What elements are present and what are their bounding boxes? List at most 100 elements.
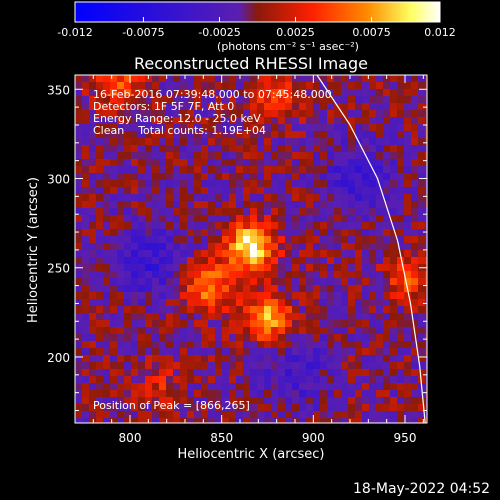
heatmap-cell bbox=[334, 369, 341, 376]
heatmap-cell bbox=[96, 369, 103, 376]
heatmap-cell bbox=[257, 89, 264, 96]
heatmap-cell bbox=[404, 222, 411, 229]
heatmap-cell bbox=[117, 334, 124, 341]
heatmap-cell bbox=[82, 411, 89, 418]
heatmap-cell bbox=[152, 418, 159, 423]
heatmap-cell bbox=[313, 103, 320, 110]
heatmap-cell bbox=[390, 236, 397, 243]
heatmap-cell bbox=[138, 411, 145, 418]
heatmap-cell bbox=[313, 397, 320, 404]
heatmap-cell bbox=[89, 327, 96, 334]
heatmap-cell bbox=[292, 411, 299, 418]
heatmap-cell bbox=[404, 180, 411, 187]
heatmap-cell bbox=[110, 152, 117, 159]
heatmap-cell bbox=[313, 110, 320, 117]
heatmap-cell bbox=[404, 243, 411, 250]
heatmap-cell bbox=[110, 299, 117, 306]
heatmap-cell bbox=[75, 362, 82, 369]
heatmap-cell bbox=[236, 159, 243, 166]
heatmap-cell bbox=[355, 250, 362, 257]
heatmap-cell bbox=[313, 138, 320, 145]
heatmap-cell bbox=[180, 187, 187, 194]
heatmap-cell bbox=[278, 376, 285, 383]
heatmap-cell bbox=[117, 145, 124, 152]
heatmap-cell bbox=[229, 313, 236, 320]
heatmap-cell bbox=[390, 222, 397, 229]
heatmap-cell bbox=[341, 306, 348, 313]
heatmap-cell bbox=[292, 355, 299, 362]
heatmap-cell bbox=[229, 166, 236, 173]
heatmap-cell bbox=[215, 110, 222, 117]
heatmap-cell bbox=[404, 292, 411, 299]
heatmap-cell bbox=[96, 145, 103, 152]
heatmap-cell bbox=[194, 201, 201, 208]
heatmap-cell bbox=[117, 292, 124, 299]
heatmap-cell bbox=[418, 285, 425, 292]
heatmap-cell bbox=[292, 285, 299, 292]
heatmap-cell bbox=[376, 117, 383, 124]
heatmap-cell bbox=[89, 257, 96, 264]
heatmap-cell bbox=[180, 124, 187, 131]
heatmap-cell bbox=[145, 124, 152, 131]
heatmap-cell bbox=[159, 355, 166, 362]
heatmap-cell bbox=[383, 383, 390, 390]
heatmap-cell bbox=[159, 327, 166, 334]
heatmap-cell bbox=[152, 110, 159, 117]
heatmap-cell bbox=[250, 236, 257, 243]
heatmap-cell bbox=[355, 320, 362, 327]
heatmap-cell bbox=[103, 250, 110, 257]
heatmap-cell bbox=[278, 383, 285, 390]
heatmap-cell bbox=[292, 152, 299, 159]
heatmap-cell bbox=[376, 110, 383, 117]
heatmap-cell bbox=[271, 222, 278, 229]
heatmap-cell bbox=[124, 215, 131, 222]
heatmap-cell bbox=[110, 145, 117, 152]
heatmap-cell bbox=[327, 201, 334, 208]
heatmap-cell bbox=[138, 201, 145, 208]
colorbar-unit-label: (photons cm⁻² s⁻¹ asec⁻²) bbox=[217, 40, 359, 53]
heatmap-cell bbox=[96, 124, 103, 131]
colorbar-tick-label: -0.0075 bbox=[122, 26, 164, 39]
heatmap-cell bbox=[194, 103, 201, 110]
heatmap-cell bbox=[425, 187, 427, 194]
heatmap-cell bbox=[152, 201, 159, 208]
heatmap-cell bbox=[292, 89, 299, 96]
heatmap-cell bbox=[369, 292, 376, 299]
heatmap-cell bbox=[425, 124, 427, 131]
heatmap-cell bbox=[96, 82, 103, 89]
heatmap-cell bbox=[89, 201, 96, 208]
heatmap-cell bbox=[355, 110, 362, 117]
heatmap-cell bbox=[341, 404, 348, 411]
heatmap-cell bbox=[404, 327, 411, 334]
heatmap-cell bbox=[404, 75, 411, 82]
heatmap-cell bbox=[362, 313, 369, 320]
heatmap-cell bbox=[418, 89, 425, 96]
heatmap-cell bbox=[404, 404, 411, 411]
heatmap-cell bbox=[383, 334, 390, 341]
heatmap-cell bbox=[82, 264, 89, 271]
heatmap-cell bbox=[369, 327, 376, 334]
heatmap-cell bbox=[285, 152, 292, 159]
heatmap-cell bbox=[187, 327, 194, 334]
heatmap-cell bbox=[229, 292, 236, 299]
heatmap-cell bbox=[180, 75, 187, 82]
heatmap-cell bbox=[145, 327, 152, 334]
heatmap-cell bbox=[110, 257, 117, 264]
heatmap-cell bbox=[327, 159, 334, 166]
heatmap-cell bbox=[229, 327, 236, 334]
heatmap-cell bbox=[215, 166, 222, 173]
heatmap-cell bbox=[404, 194, 411, 201]
heatmap-cell bbox=[208, 222, 215, 229]
heatmap-cell bbox=[404, 117, 411, 124]
heatmap-cell bbox=[383, 313, 390, 320]
heatmap-cell bbox=[341, 334, 348, 341]
heatmap-cell bbox=[117, 418, 124, 423]
heatmap-cell bbox=[285, 159, 292, 166]
heatmap-cell bbox=[110, 138, 117, 145]
heatmap-cell bbox=[271, 138, 278, 145]
heatmap-cell bbox=[103, 180, 110, 187]
heatmap-cell bbox=[341, 271, 348, 278]
heatmap-cell bbox=[257, 96, 264, 103]
heatmap-cell bbox=[173, 362, 180, 369]
heatmap-cell bbox=[180, 110, 187, 117]
